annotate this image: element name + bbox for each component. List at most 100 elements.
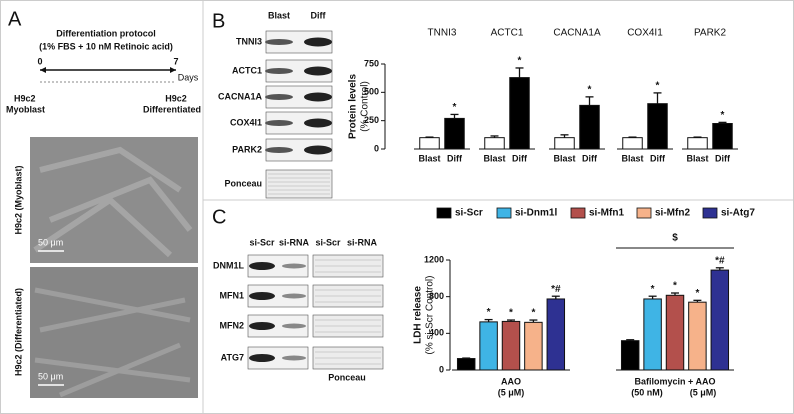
blot-c: si-Scr si-RNA si-Scr si-RNA DNM1L MFN1 MFN2 ATG… bbox=[213, 237, 384, 382]
blot-band bbox=[282, 323, 306, 329]
bar bbox=[712, 123, 733, 150]
blot-row: TNNI3 bbox=[236, 36, 262, 46]
category-label: AAO bbox=[501, 376, 521, 386]
bar bbox=[687, 137, 708, 150]
blot-band bbox=[249, 262, 275, 270]
legend-swatch bbox=[496, 207, 512, 219]
bar-label: Blast bbox=[553, 153, 575, 163]
blot-strip bbox=[247, 346, 309, 370]
category-label: COX4I1 bbox=[627, 28, 663, 39]
blot-band bbox=[265, 68, 293, 74]
blot-band bbox=[304, 118, 332, 128]
blot-band bbox=[249, 292, 275, 300]
bar-label: Diff bbox=[512, 153, 528, 163]
blot-row: MFN1 bbox=[220, 290, 245, 300]
blot-band bbox=[304, 145, 332, 155]
micrograph-label: H9c2 (Differentiated) bbox=[13, 288, 23, 376]
scale-label: 50 μm bbox=[38, 237, 63, 247]
blot-band bbox=[304, 92, 332, 102]
blot-row: Ponceau bbox=[224, 178, 262, 188]
legend-swatch bbox=[570, 207, 586, 219]
bar bbox=[546, 298, 566, 371]
legend-swatch bbox=[636, 207, 652, 219]
blot-band bbox=[282, 293, 306, 299]
y-tick-label: 0 bbox=[374, 143, 379, 153]
category-label: CACNA1A bbox=[553, 28, 601, 39]
y-axis-label: Protein levels bbox=[348, 74, 359, 139]
legend-swatch bbox=[436, 207, 452, 219]
blot-row: COX4I1 bbox=[230, 117, 262, 127]
category-label: Bafilomycin + AAO bbox=[635, 376, 716, 386]
significance: * bbox=[531, 308, 535, 319]
cell-texture bbox=[33, 146, 193, 258]
y-axis-label: (% Control) bbox=[360, 81, 371, 132]
bar bbox=[643, 298, 662, 371]
charts: 0 250 500 750 Protein levels (% Control) TNNI3… bbox=[348, 28, 756, 398]
bar bbox=[622, 137, 643, 150]
bar bbox=[524, 321, 543, 371]
significance: * bbox=[518, 56, 522, 67]
legend-swatch bbox=[702, 207, 718, 219]
legend-label: si-Dnm1l bbox=[515, 208, 557, 219]
blot-band bbox=[265, 94, 293, 100]
category-note: (5 μM) bbox=[498, 387, 525, 397]
panel-label: A bbox=[8, 8, 22, 30]
legend-label: si-Mfn1 bbox=[589, 208, 624, 219]
category-note: (50 nM) bbox=[631, 387, 663, 397]
y-tick-label: 0 bbox=[439, 364, 444, 374]
blot-strip bbox=[247, 314, 309, 338]
bar bbox=[444, 117, 465, 150]
category-note: (5 μM) bbox=[690, 387, 717, 397]
panel-label: C bbox=[212, 206, 226, 228]
category-label: ACTC1 bbox=[491, 28, 524, 39]
y-tick-label: 1200 bbox=[424, 254, 444, 264]
blot-band bbox=[265, 39, 293, 45]
start-label: Myoblast bbox=[6, 104, 45, 114]
protocol-title: Differentiation protocol bbox=[56, 28, 156, 38]
bar bbox=[479, 321, 498, 371]
protocol-medium: (1% FBS + 10 nM Retinoic acid) bbox=[39, 41, 173, 51]
blot-b: Blast Diff TNNI3 ACTC1 CACNA1A COX4I1 PARK2 Pon… bbox=[218, 10, 333, 199]
significance: * bbox=[656, 81, 660, 92]
blot-column: si-Scr bbox=[315, 237, 341, 247]
significance: *# bbox=[551, 284, 561, 295]
bar-label: Diff bbox=[650, 153, 666, 163]
bar bbox=[710, 269, 730, 371]
significance: *# bbox=[715, 255, 725, 266]
micrograph-label: H9c2 (Myoblast) bbox=[13, 165, 23, 234]
blot-strip bbox=[265, 169, 333, 199]
cell-texture bbox=[34, 287, 191, 398]
blot-column: si-Scr bbox=[249, 237, 275, 247]
bar-label: Blast bbox=[483, 153, 505, 163]
blot-column: Diff bbox=[311, 10, 327, 20]
bar bbox=[665, 294, 685, 371]
scale-label: 50 μm bbox=[38, 371, 63, 381]
blot-row: PARK2 bbox=[232, 144, 262, 154]
blot-column: si-RNA bbox=[279, 237, 310, 247]
end-label: Differentiated bbox=[143, 104, 201, 114]
bar bbox=[419, 137, 440, 150]
bar-label: Blast bbox=[686, 153, 708, 163]
blot-row: ATG7 bbox=[221, 352, 244, 362]
blot-band bbox=[282, 355, 306, 361]
y-tick-label: 400 bbox=[429, 328, 444, 338]
bar-label: Diff bbox=[715, 153, 731, 163]
legend-label: si-Atg7 bbox=[721, 208, 755, 219]
significance: * bbox=[673, 281, 677, 292]
day-end: 7 bbox=[173, 56, 178, 66]
blot-strip bbox=[247, 254, 309, 278]
annotation: $ bbox=[672, 233, 678, 244]
blot-row: ACTC1 bbox=[232, 65, 262, 75]
bar-label: Diff bbox=[447, 153, 463, 163]
bar bbox=[501, 320, 521, 371]
significance: * bbox=[509, 308, 513, 319]
bar-label: Diff bbox=[582, 153, 598, 163]
significance: * bbox=[453, 102, 457, 113]
bar-label: Blast bbox=[418, 153, 440, 163]
blot-band bbox=[249, 354, 275, 362]
y-axis-label: (% si-Scr Control) bbox=[425, 276, 436, 355]
bar bbox=[456, 358, 476, 371]
y-tick-label: 800 bbox=[429, 291, 444, 301]
